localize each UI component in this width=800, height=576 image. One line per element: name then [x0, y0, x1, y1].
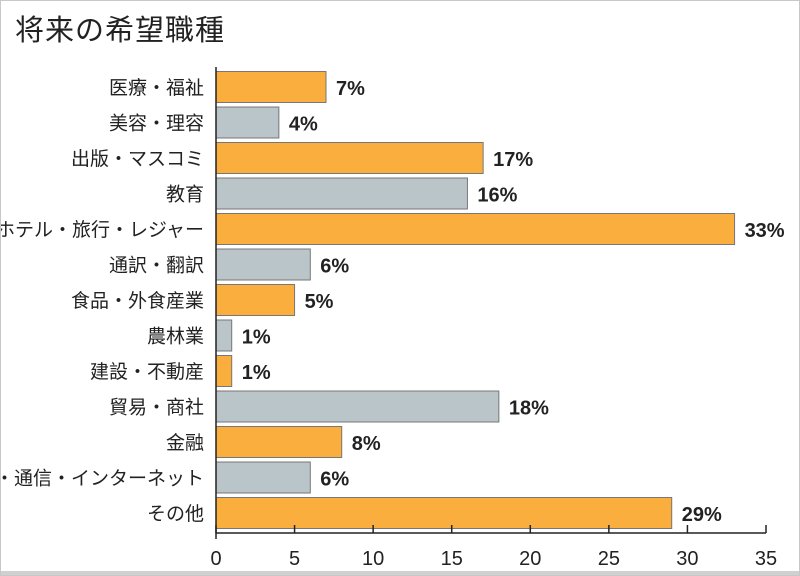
bar [215, 142, 484, 174]
bar [215, 319, 233, 352]
value-label: 18% [509, 398, 549, 420]
x-tick-label: 20 [519, 548, 541, 570]
x-tick-label: 30 [676, 548, 698, 570]
bar [215, 355, 233, 387]
x-tick-label: 25 [598, 548, 620, 570]
category-label: 美容・理容 [109, 113, 204, 135]
value-label: 1% [242, 327, 271, 349]
bar [215, 213, 736, 245]
value-label: 17% [493, 149, 533, 171]
value-label: 33% [745, 220, 785, 242]
x-tick-label: 35 [755, 548, 777, 570]
bar [215, 461, 311, 494]
chart-title: 将来の希望職種 [15, 13, 226, 47]
bar [215, 497, 673, 529]
category-label: 貿易・商社 [109, 397, 204, 419]
category-label: 農林業 [147, 326, 204, 348]
x-tick-label: 15 [441, 548, 463, 570]
category-label: 食品・外食産業 [71, 290, 204, 312]
category-label: 出版・マスコミ [71, 148, 204, 170]
value-label: 6% [320, 256, 349, 278]
value-label: 16% [477, 185, 517, 207]
value-label: 29% [682, 504, 722, 526]
category-label: 金融 [166, 432, 204, 454]
bar [215, 284, 296, 316]
x-tick-label: 0 [210, 548, 221, 570]
value-label: 6% [320, 469, 349, 491]
value-label: 1% [242, 362, 271, 384]
bar [215, 177, 468, 210]
x-tick-label: 5 [289, 548, 300, 570]
value-label: 7% [336, 78, 365, 100]
value-label: 8% [352, 433, 381, 455]
category-label: 教育 [166, 184, 204, 206]
bar [215, 71, 327, 103]
category-label: 通訳・翻訳 [109, 255, 204, 277]
value-label: 5% [305, 291, 334, 313]
category-label: ホテル・旅行・レジャー [1, 219, 204, 241]
category-label: その他 [147, 503, 204, 525]
category-label: 建設・不動産 [90, 361, 204, 383]
category-label: 医療・福祉 [109, 77, 204, 99]
bar [215, 390, 500, 423]
x-tick-label: 10 [362, 548, 384, 570]
bar [215, 106, 280, 139]
bottom-border [1, 571, 799, 575]
category-label: IT・通信・インターネット [1, 468, 204, 490]
bar [215, 248, 311, 281]
bar [215, 426, 343, 458]
value-label: 4% [289, 114, 318, 136]
